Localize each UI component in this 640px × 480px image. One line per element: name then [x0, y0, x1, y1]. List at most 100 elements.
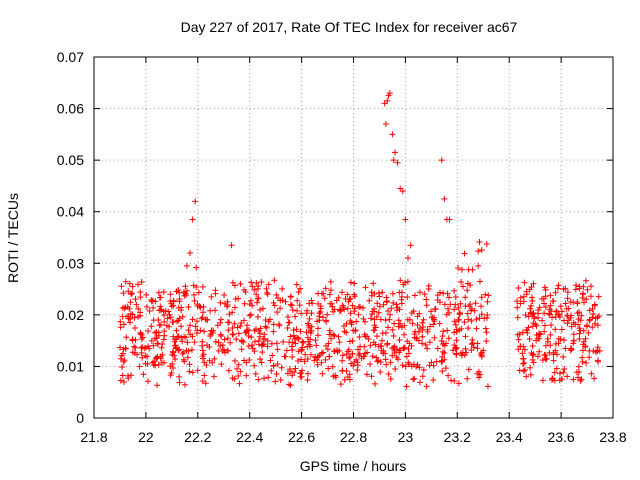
data-point — [224, 303, 231, 310]
data-point — [231, 320, 238, 327]
data-point — [206, 344, 213, 351]
data-point — [339, 302, 346, 309]
data-point — [375, 290, 382, 297]
data-point — [420, 316, 427, 323]
data-point — [287, 301, 294, 308]
data-point — [414, 361, 421, 368]
data-point — [424, 345, 431, 352]
data-point — [404, 278, 411, 285]
data-point — [169, 360, 176, 367]
data-point — [431, 314, 438, 321]
data-point — [384, 97, 391, 104]
data-point — [148, 323, 155, 330]
data-point — [328, 335, 335, 342]
data-point — [464, 375, 471, 382]
data-point — [377, 368, 384, 375]
data-point — [300, 339, 307, 346]
data-point — [388, 305, 395, 312]
data-point — [244, 322, 251, 329]
data-point — [186, 368, 193, 375]
data-point — [401, 322, 408, 329]
data-point — [407, 242, 414, 249]
data-point — [482, 325, 489, 332]
data-point — [465, 266, 472, 273]
x-tick-label: 21.8 — [80, 429, 107, 445]
data-point — [367, 315, 374, 322]
data-point — [251, 286, 258, 293]
data-point — [440, 340, 447, 347]
data-point — [145, 343, 152, 350]
data-point — [447, 301, 454, 308]
data-point — [444, 305, 451, 312]
data-point — [393, 354, 400, 361]
y-tick-label: 0.01 — [57, 358, 84, 374]
data-point — [287, 293, 294, 300]
data-point — [558, 308, 565, 315]
data-point — [477, 371, 484, 378]
data-point — [465, 325, 472, 332]
data-point — [225, 367, 232, 374]
data-point — [220, 346, 227, 353]
data-point — [277, 305, 284, 312]
data-point — [270, 363, 277, 370]
data-point — [465, 316, 472, 323]
data-point — [117, 324, 124, 331]
data-point — [317, 308, 324, 315]
data-point — [458, 279, 465, 286]
data-point — [274, 346, 281, 353]
data-point — [252, 370, 259, 377]
data-point — [568, 323, 575, 330]
data-point — [182, 283, 189, 290]
data-point — [462, 333, 469, 340]
data-point — [351, 280, 358, 287]
data-point — [431, 334, 438, 341]
data-point — [404, 255, 411, 262]
data-point — [436, 320, 443, 327]
data-point — [326, 291, 333, 298]
data-point — [564, 312, 571, 319]
data-point — [152, 354, 159, 361]
data-point — [544, 335, 551, 342]
data-point — [170, 365, 177, 372]
data-point — [169, 348, 176, 355]
data-point — [182, 292, 189, 299]
data-point — [462, 345, 469, 352]
data-point — [269, 352, 276, 359]
data-point — [461, 250, 468, 257]
data-point — [199, 353, 206, 360]
data-point — [221, 291, 228, 298]
data-point — [384, 307, 391, 314]
data-point — [534, 353, 541, 360]
data-point — [440, 290, 447, 297]
data-point — [483, 241, 490, 248]
data-point — [451, 329, 458, 336]
data-point — [428, 359, 435, 366]
data-point — [561, 365, 568, 372]
data-point — [575, 363, 582, 370]
data-point — [125, 375, 132, 382]
data-point — [259, 305, 266, 312]
data-point — [315, 325, 322, 332]
data-point — [158, 344, 165, 351]
data-point — [422, 341, 429, 348]
data-point — [468, 341, 475, 348]
data-point — [128, 372, 135, 379]
data-point — [129, 283, 136, 290]
data-point — [389, 352, 396, 359]
data-point — [371, 316, 378, 323]
data-point — [369, 308, 376, 315]
data-point — [314, 332, 321, 339]
data-point — [475, 248, 482, 255]
data-point — [241, 300, 248, 307]
data-point — [184, 339, 191, 346]
data-point — [380, 350, 387, 357]
data-point — [164, 315, 171, 322]
data-point — [296, 302, 303, 309]
data-point — [179, 350, 186, 357]
data-point — [189, 369, 196, 376]
data-point — [267, 357, 274, 364]
data-point — [295, 289, 302, 296]
data-point — [255, 337, 262, 344]
data-point — [481, 315, 488, 322]
data-point — [273, 340, 280, 347]
